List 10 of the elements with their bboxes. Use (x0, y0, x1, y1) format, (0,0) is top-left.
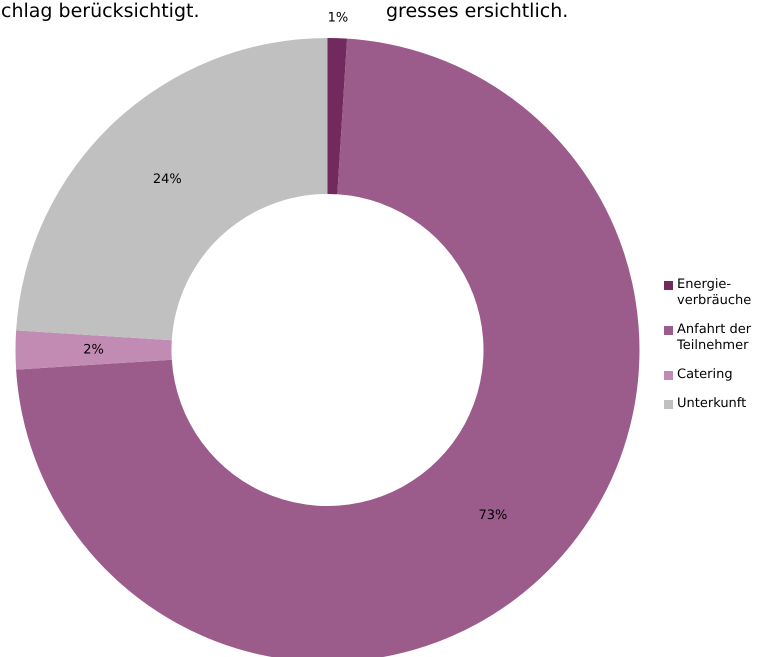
legend-label: Anfahrt der Teilnehmer (677, 322, 752, 354)
legend-label: Energie-verbräuche (677, 277, 752, 309)
data-label: 73% (478, 508, 508, 523)
data-label: 2% (83, 342, 104, 358)
text: gresses ersichtlich. (386, 0, 568, 22)
legend-label: Catering (677, 367, 733, 383)
data-label: 24% (152, 172, 182, 187)
legend-label: Unterkunft (677, 396, 746, 412)
data-label: 1% (328, 10, 348, 26)
text: chlag berücksichtigt. (1, 0, 200, 22)
